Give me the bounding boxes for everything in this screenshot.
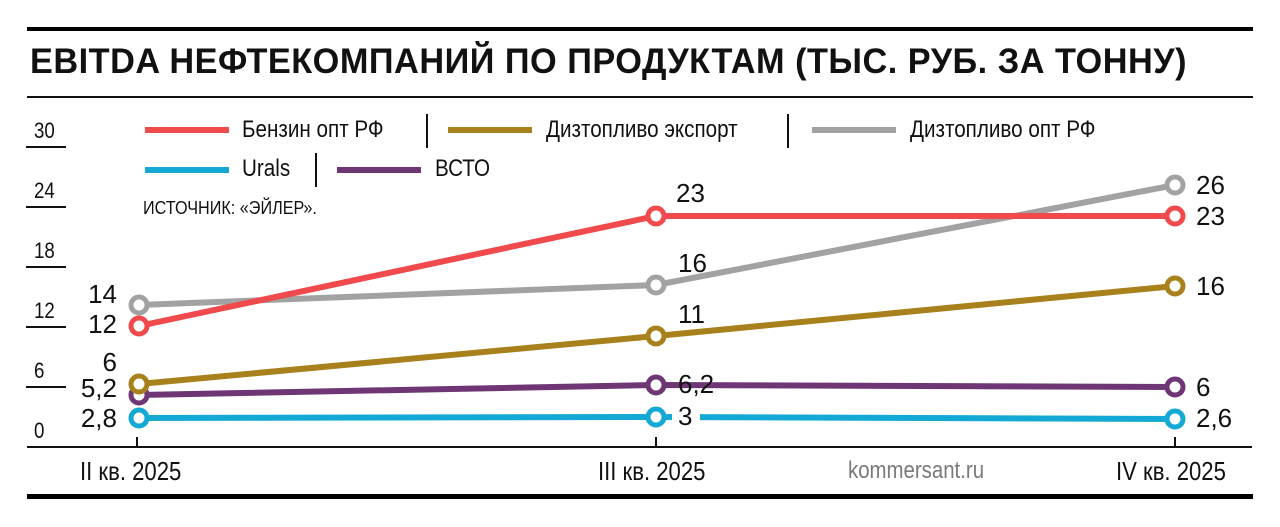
marker-benzin bbox=[645, 205, 667, 227]
legend-label-urals: Urals bbox=[242, 155, 291, 182]
y-tick-line bbox=[26, 386, 66, 388]
value-label-diz-export-q3: 11 bbox=[678, 299, 705, 329]
value-label-urals-q2: 2,8 bbox=[80, 403, 117, 433]
y-tick-label: 30 bbox=[34, 118, 55, 143]
label-mask bbox=[672, 405, 700, 429]
legend-separator bbox=[787, 114, 789, 148]
x-tick-label-q4: IV кв. 2025 bbox=[1116, 456, 1226, 486]
value-label-benzin-q2: 12 bbox=[88, 309, 117, 339]
value-label-vsto-q3: 6,2 bbox=[678, 369, 715, 399]
y-tick-line bbox=[26, 326, 66, 328]
y-tick-label: 18 bbox=[34, 238, 55, 263]
marker-diz-export bbox=[645, 325, 667, 347]
y-tick-label: 0 bbox=[34, 418, 45, 443]
value-label-diz-export-q2: 6 bbox=[102, 347, 117, 377]
marker-benzin bbox=[128, 315, 150, 337]
legend-swatch-diz-export bbox=[448, 127, 532, 133]
marker-diz-opt bbox=[1164, 174, 1186, 196]
value-label-diz-opt-q2: 14 bbox=[88, 279, 117, 309]
y-tick-line bbox=[26, 146, 66, 148]
legend-separator bbox=[426, 114, 428, 148]
value-label-vsto-q2: 5,2 bbox=[80, 373, 117, 403]
x-tick-label-q3: III кв. 2025 bbox=[598, 456, 706, 486]
value-label-diz-opt-q3: 16 bbox=[678, 248, 707, 278]
chart-title: EBITDA НЕФТЕКОМПАНИЙ ПО ПРОДУКТАМ (ТЫС. … bbox=[30, 42, 1187, 81]
value-label-vsto-q4: 6 bbox=[1196, 372, 1211, 402]
legend-swatch-diz-opt bbox=[812, 127, 896, 133]
value-label-diz-opt-q4: 26 bbox=[1196, 170, 1225, 200]
credit-label: kommersant.ru bbox=[848, 457, 985, 484]
legend-label-vsto: ВСТО bbox=[435, 155, 491, 182]
legend-swatch-benzin bbox=[145, 127, 229, 133]
bottom-rule bbox=[27, 494, 1253, 499]
y-tick-label: 6 bbox=[34, 358, 45, 383]
marker-urals bbox=[128, 407, 150, 429]
marker-diz-opt bbox=[645, 274, 667, 296]
value-label-diz-export-q4: 16 bbox=[1196, 271, 1225, 301]
legend-swatch-vsto bbox=[337, 167, 421, 173]
value-label-urals-q4: 2,6 bbox=[1196, 403, 1233, 433]
legend-label-benzin: Бензин опт РФ bbox=[242, 116, 384, 143]
marker-diz-opt bbox=[128, 294, 150, 316]
series-line-benzin bbox=[138, 213, 1175, 329]
value-label-benzin-q3: 23 bbox=[676, 178, 705, 208]
y-tick-label: 12 bbox=[34, 298, 55, 323]
marker-diz-export bbox=[128, 373, 150, 395]
legend-separator bbox=[315, 153, 317, 187]
marker-vsto bbox=[1164, 376, 1186, 398]
markers bbox=[128, 174, 1186, 430]
marker-urals bbox=[645, 406, 667, 428]
y-tick-line bbox=[26, 266, 66, 268]
legend-label-diz-opt: Дизтопливо опт РФ bbox=[910, 116, 1096, 143]
x-tick-label-q2: II кв. 2025 bbox=[80, 456, 182, 486]
source-note: ИСТОЧНИК: «ЭЙЛЕР». bbox=[143, 198, 317, 218]
marker-urals bbox=[1164, 408, 1186, 430]
legend-swatch-urals bbox=[145, 167, 229, 173]
top-rule bbox=[27, 27, 1253, 31]
y-tick-line bbox=[26, 206, 66, 208]
y-tick-label: 24 bbox=[34, 178, 55, 203]
marker-benzin bbox=[1164, 205, 1186, 227]
value-label-benzin-q4: 23 bbox=[1196, 201, 1225, 231]
title-rule bbox=[27, 96, 1253, 98]
marker-diz-export bbox=[1164, 275, 1186, 297]
legend-label-diz-export: Дизтопливо экспорт bbox=[546, 116, 738, 143]
value-label-urals-q3: 3 bbox=[678, 401, 693, 431]
marker-vsto bbox=[645, 374, 667, 396]
